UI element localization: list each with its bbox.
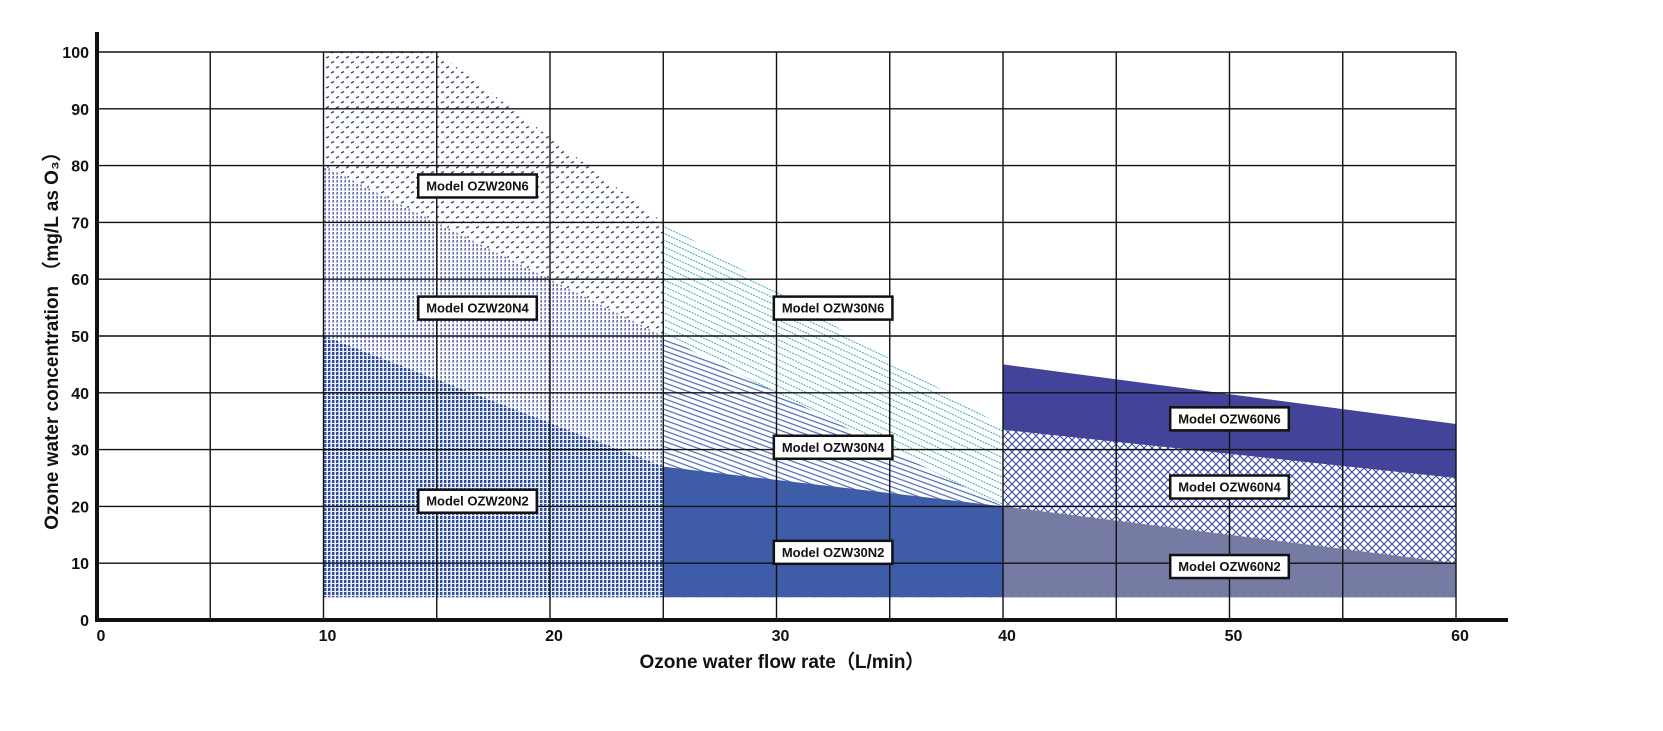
model-labels: Model OZW20N6 Model OZW20N4 Model OZW20N2 M… xyxy=(416,173,1291,580)
model-label-box xyxy=(1168,553,1291,580)
model-label-text: Model OZW30N4 xyxy=(782,440,885,455)
model-label-box xyxy=(1168,406,1291,432)
y-tick-label: 60 xyxy=(71,272,89,289)
label-model-ozw60n6: Model OZW60N6 xyxy=(1168,406,1291,432)
y-tick-label: 50 xyxy=(71,329,89,346)
x-tick-label: 60 xyxy=(1451,628,1469,645)
x-tick-label: 10 xyxy=(319,628,337,645)
model-label-box xyxy=(416,173,539,199)
model-label-box xyxy=(1168,474,1291,500)
y-tick-label: 70 xyxy=(71,215,89,232)
chart-axes: 0 10 20 30 40 50 60 0 10 20 30 40 50 60 70 80 90 100 xyxy=(62,32,1508,645)
y-tick-label: 10 xyxy=(71,556,89,573)
model-label-text: Model OZW20N2 xyxy=(426,494,529,509)
y-tick-label: 20 xyxy=(71,499,89,516)
model-label-text: Model OZW20N6 xyxy=(426,178,529,193)
model-label-text: Model OZW30N2 xyxy=(782,545,885,560)
model-label-box xyxy=(772,539,894,566)
y-tick-label: 0 xyxy=(80,613,89,630)
y-tick-label: 30 xyxy=(71,443,89,460)
model-label-box xyxy=(416,295,539,321)
label-model-ozw60n2: Model OZW60N2 xyxy=(1168,553,1291,580)
model-label-box xyxy=(772,434,894,461)
y-tick-label: 90 xyxy=(71,102,89,119)
model-label-text: Model OZW60N2 xyxy=(1178,559,1281,574)
model-label-text: Model OZW60N6 xyxy=(1178,411,1281,426)
model-label-box xyxy=(772,295,894,321)
x-tick-label: 30 xyxy=(772,628,790,645)
label-model-ozw20n6: Model OZW20N6 xyxy=(416,173,539,199)
area-model-ozw30n2 xyxy=(663,466,1003,598)
x-axis-title: Ozone water flow rate（L/min） xyxy=(639,650,924,673)
label-model-ozw20n4: Model OZW20N4 xyxy=(416,295,539,321)
x-tick-label: 50 xyxy=(1225,628,1243,645)
label-model-ozw30n2: Model OZW30N2 xyxy=(772,539,894,566)
y-axis-title: Ozone water concentration （mg/L as O₃） xyxy=(40,142,63,529)
x-tick-label: 20 xyxy=(545,628,563,645)
model-label-text: Model OZW60N4 xyxy=(1178,480,1281,495)
model-label-box xyxy=(416,488,539,514)
y-tick-label: 40 xyxy=(71,386,89,403)
label-model-ozw60n4: Model OZW60N4 xyxy=(1168,474,1291,500)
label-model-ozw30n4: Model OZW30N4 xyxy=(772,434,894,461)
label-model-ozw30n6: Model OZW30N6 xyxy=(772,295,894,321)
label-model-ozw20n2: Model OZW20N2 xyxy=(416,488,539,514)
model-label-text: Model OZW20N4 xyxy=(426,301,529,316)
x-tick-label: 40 xyxy=(998,628,1016,645)
x-tick-label: 0 xyxy=(97,628,106,645)
y-tick-label: 80 xyxy=(71,159,89,176)
model-label-text: Model OZW30N6 xyxy=(782,301,885,316)
area-model-ozw20n2 xyxy=(323,336,664,598)
y-tick-label: 100 xyxy=(62,45,89,62)
